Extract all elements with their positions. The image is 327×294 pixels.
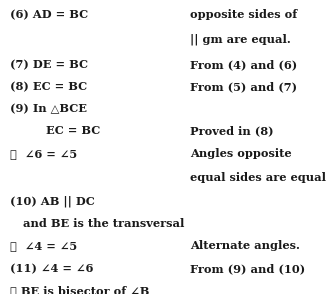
Text: Angles opposite: Angles opposite	[190, 148, 291, 159]
Text: From (9) and (10): From (9) and (10)	[190, 263, 305, 274]
Text: (6) AD = BC: (6) AD = BC	[10, 9, 88, 20]
Text: (9) In △BCE: (9) In △BCE	[10, 103, 87, 114]
Text: equal sides are equal: equal sides are equal	[190, 172, 326, 183]
Text: (7) DE = BC: (7) DE = BC	[10, 59, 88, 70]
Text: (10) AB || DC: (10) AB || DC	[10, 196, 95, 207]
Text: ∴ BE is bisector of ∠B: ∴ BE is bisector of ∠B	[10, 285, 149, 294]
Text: From (4) and (6): From (4) and (6)	[190, 59, 297, 70]
Text: || gm are equal.: || gm are equal.	[190, 34, 290, 45]
Text: EC = BC: EC = BC	[46, 125, 100, 136]
Text: (11) ∠4 = ∠6: (11) ∠4 = ∠6	[10, 263, 93, 274]
Text: and BE is the transversal: and BE is the transversal	[23, 218, 184, 228]
Text: opposite sides of: opposite sides of	[190, 9, 297, 20]
Text: (8) EC = BC: (8) EC = BC	[10, 81, 87, 92]
Text: Proved in (8): Proved in (8)	[190, 125, 273, 136]
Text: From (5) and (7): From (5) and (7)	[190, 81, 297, 92]
Text: Alternate angles.: Alternate angles.	[190, 240, 300, 250]
Text: ∴  ∠6 = ∠5: ∴ ∠6 = ∠5	[10, 148, 77, 159]
Text: ∴  ∠4 = ∠5: ∴ ∠4 = ∠5	[10, 240, 77, 250]
